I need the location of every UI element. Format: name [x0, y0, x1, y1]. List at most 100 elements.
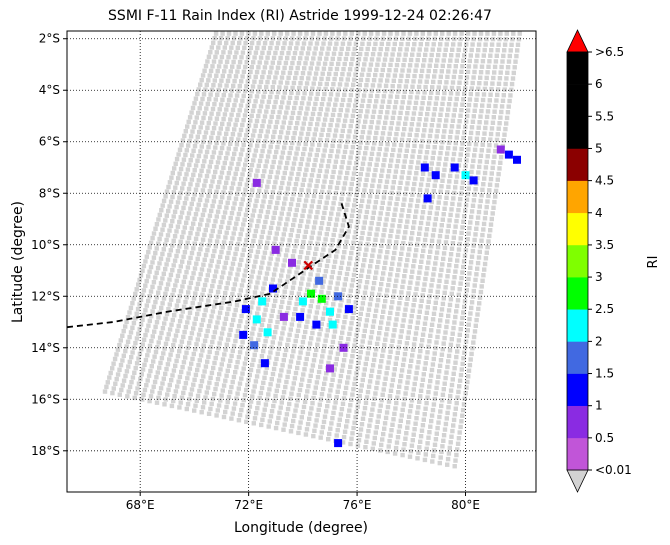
swath-pixel	[407, 454, 413, 459]
swath-pixel	[264, 159, 270, 164]
swath-pixel	[269, 313, 274, 319]
swath-pixel	[472, 283, 477, 288]
swath-pixel	[198, 222, 203, 227]
swath-pixel	[457, 80, 462, 85]
swath-pixel	[235, 241, 241, 247]
swath-pixel	[226, 97, 232, 103]
swath-pixel	[193, 163, 199, 168]
swath-pixel	[262, 224, 267, 230]
swath-pixel	[406, 68, 412, 73]
swath-pixel	[428, 378, 433, 384]
swath-pixel	[474, 317, 479, 323]
swath-pixel	[187, 115, 193, 120]
swath-pixel	[485, 70, 490, 75]
swath-pixel	[458, 281, 463, 286]
swath-pixel	[260, 148, 265, 154]
swath-pixel	[242, 45, 247, 50]
swath-pixel	[362, 31, 367, 36]
swath-pixel	[427, 210, 433, 216]
swath-pixel	[216, 64, 222, 69]
swath-pixel	[398, 373, 404, 379]
swath-pixel	[181, 390, 186, 396]
swath-pixel	[133, 316, 138, 321]
swath-pixel	[324, 333, 329, 338]
swath-pixel	[434, 63, 439, 68]
swath-pixel	[424, 227, 430, 232]
swath-pixel	[458, 372, 464, 378]
swath-pixel	[287, 70, 293, 76]
swath-pixel	[282, 65, 287, 71]
swath-pixel	[385, 249, 390, 255]
swath-pixel	[226, 122, 232, 127]
swath-pixel	[315, 273, 320, 278]
swath-pixel	[208, 50, 213, 55]
swath-pixel	[412, 427, 417, 432]
swath-pixel	[475, 312, 480, 317]
swath-pixel	[173, 308, 178, 313]
swath-pixel	[413, 331, 419, 336]
swath-pixel	[399, 290, 404, 295]
swath-pixel	[321, 66, 327, 71]
swath-pixel	[172, 338, 177, 343]
swath-pixel	[191, 124, 197, 130]
swath-pixel	[351, 51, 356, 57]
swath-pixel	[288, 327, 293, 332]
swath-pixel	[352, 420, 357, 425]
swath-pixel	[446, 405, 451, 410]
swath-pixel	[484, 250, 489, 255]
swath-pixel	[439, 184, 444, 189]
swath-pixel	[407, 324, 412, 330]
swath-pixel	[349, 397, 354, 403]
swath-pixel	[322, 61, 328, 66]
swath-pixel	[375, 297, 381, 303]
swath-pixel	[411, 79, 416, 84]
swath-pixel	[214, 116, 220, 121]
swath-pixel	[320, 158, 325, 163]
swath-pixel	[187, 285, 192, 290]
swath-pixel	[185, 376, 190, 381]
swath-pixel	[307, 183, 312, 188]
swath-pixel	[331, 51, 337, 56]
swath-pixel	[197, 388, 202, 394]
swath-pixel	[430, 407, 436, 413]
swath-pixel	[375, 62, 380, 67]
swath-pixel	[150, 389, 155, 394]
swath-pixel	[259, 322, 265, 327]
swath-pixel	[473, 232, 478, 237]
swath-pixel	[251, 36, 256, 41]
swath-pixel	[239, 345, 244, 350]
swath-pixel	[195, 337, 200, 342]
swath-pixel	[261, 199, 266, 204]
swath-pixel	[354, 294, 359, 300]
swath-pixel	[463, 208, 468, 213]
swath-pixel	[375, 157, 380, 162]
swath-pixel	[257, 270, 263, 275]
swath-pixel	[323, 376, 328, 381]
swath-pixel	[181, 334, 186, 340]
swath-pixel	[205, 385, 211, 390]
swath-pixel	[429, 322, 435, 327]
swath-pixel	[393, 445, 399, 451]
swath-pixel	[427, 31, 432, 36]
swath-pixel	[123, 348, 128, 354]
swath-pixel	[381, 233, 386, 238]
swath-pixel	[422, 90, 427, 95]
swath-pixel	[232, 151, 237, 157]
swath-pixel	[441, 58, 446, 63]
swath-pixel	[282, 41, 287, 46]
swath-pixel	[104, 384, 109, 390]
swath-pixel	[219, 305, 224, 310]
swath-pixel	[465, 108, 471, 113]
swath-pixel	[369, 291, 375, 296]
swath-pixel	[386, 282, 391, 288]
swath-pixel	[364, 52, 369, 57]
swath-pixel	[389, 383, 395, 388]
swath-pixel	[307, 245, 312, 251]
swath-pixel	[341, 67, 346, 72]
swath-pixel	[275, 145, 280, 150]
swath-pixel	[466, 276, 471, 282]
swath-pixel	[412, 297, 417, 302]
swath-pixel	[244, 263, 250, 268]
swath-pixel	[433, 69, 438, 74]
swath-pixel	[179, 210, 185, 215]
